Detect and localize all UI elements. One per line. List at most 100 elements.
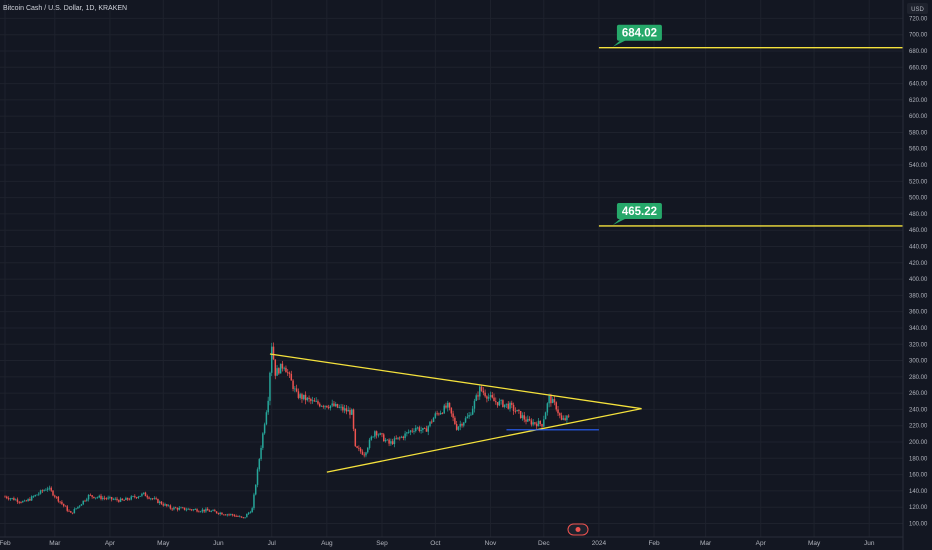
price-label-callout[interactable]: 684.02	[612, 24, 662, 47]
time-tick-label: Jul	[268, 540, 277, 547]
candle-body	[98, 495, 100, 498]
candle-body	[539, 420, 541, 425]
candle-body	[395, 438, 397, 440]
candle-body	[176, 507, 179, 510]
price-tick-label: 720.00	[909, 16, 928, 22]
candle-body	[125, 497, 127, 501]
candle-body	[96, 497, 99, 499]
vertical-grid	[4, 0, 870, 537]
candle-body	[361, 451, 364, 455]
candle-body	[219, 512, 221, 515]
candle-body	[393, 438, 396, 445]
time-tick-label: 2024	[592, 540, 607, 547]
time-tick-label: Feb	[0, 540, 11, 547]
candle-body	[59, 501, 61, 503]
candle-body	[54, 495, 56, 497]
candle-body	[190, 509, 193, 511]
candle-body	[434, 413, 437, 418]
candle-body	[505, 403, 508, 405]
candle-body	[543, 419, 545, 427]
price-tick-label: 680.00	[909, 49, 928, 55]
candle-body	[30, 496, 33, 501]
candle-body	[174, 507, 177, 509]
candle-body	[507, 403, 509, 409]
candle-body	[413, 431, 415, 432]
candle-body	[36, 494, 38, 496]
triangle-upper-trendline[interactable]	[269, 353, 642, 410]
candle-body	[342, 406, 344, 411]
candle-body	[141, 493, 143, 496]
candle-body	[258, 459, 261, 470]
candle-body	[450, 407, 453, 414]
triangle-lower-trendline[interactable]	[326, 407, 642, 473]
candle-body	[64, 505, 67, 507]
candle-body	[301, 394, 303, 400]
candle-body	[68, 510, 70, 512]
price-tick-label: 200.00	[909, 440, 928, 446]
candle-body	[75, 508, 77, 510]
candle-body	[406, 432, 408, 434]
candle-body	[411, 430, 413, 432]
currency-badge[interactable]	[907, 3, 928, 14]
scroll-to-realtime-button[interactable]	[567, 523, 589, 536]
candle-body	[521, 415, 524, 419]
candle-body	[374, 431, 376, 437]
time-tick-label: Apr	[756, 540, 767, 547]
candle-body	[158, 501, 161, 504]
candle-body	[208, 510, 211, 512]
price-tick-label: 660.00	[909, 65, 928, 71]
candle-body	[91, 495, 93, 497]
price-tick-label: 280.00	[909, 375, 928, 381]
candle-body	[102, 497, 104, 500]
candle-body	[183, 507, 186, 510]
price-tick-label: 140.00	[909, 489, 928, 495]
candle-body	[205, 508, 207, 512]
price-scale-labels: 100.00 120.00 140.00 160.00 180.00 200.00 220.…	[909, 16, 928, 527]
candle-body	[331, 403, 333, 406]
candle-body	[112, 499, 115, 500]
candle-body	[78, 505, 81, 507]
candle-body	[226, 514, 229, 516]
candle-body	[422, 427, 424, 430]
candle-body	[214, 510, 216, 512]
candle-body	[162, 504, 165, 506]
candle-body	[66, 506, 68, 511]
candle-body	[134, 496, 136, 498]
candle-body	[144, 492, 147, 497]
candle-body	[116, 498, 118, 501]
candle-body	[530, 420, 533, 425]
candle-body	[178, 507, 181, 510]
candle-body	[215, 511, 218, 514]
candle-body	[438, 413, 440, 415]
candle-body	[62, 503, 65, 506]
candle-body	[119, 498, 122, 502]
candle-body	[345, 408, 348, 412]
time-tick-label: May	[157, 540, 170, 547]
candle-body	[203, 509, 205, 512]
candle-body	[222, 514, 225, 516]
candle-body	[278, 368, 280, 374]
price-tick-label: 480.00	[909, 212, 928, 218]
candle-body	[198, 511, 200, 513]
candle-body	[11, 498, 13, 499]
candle-body	[118, 500, 120, 502]
price-tick-label: 360.00	[909, 310, 928, 316]
price-tick-label: 420.00	[909, 261, 928, 267]
price-scale-panel[interactable]	[903, 0, 932, 550]
candle-body	[397, 437, 399, 439]
candle-body	[84, 500, 86, 502]
candle-body	[231, 514, 234, 516]
candle-body	[77, 506, 79, 509]
drawing-layer[interactable]: 684.02 465.22	[269, 24, 903, 473]
price-label-callout[interactable]: 465.22	[612, 202, 662, 225]
candle-body	[148, 497, 150, 499]
candle-body	[354, 428, 357, 447]
candle-body	[206, 508, 209, 511]
symbol-title[interactable]: Bitcoin Cash / U.S. Dollar, 1D, KRAKEN	[3, 5, 127, 12]
candle-body	[93, 496, 95, 499]
callout-price-text: 465.22	[622, 206, 657, 218]
candle-body	[322, 405, 325, 407]
candle-body	[463, 422, 465, 426]
